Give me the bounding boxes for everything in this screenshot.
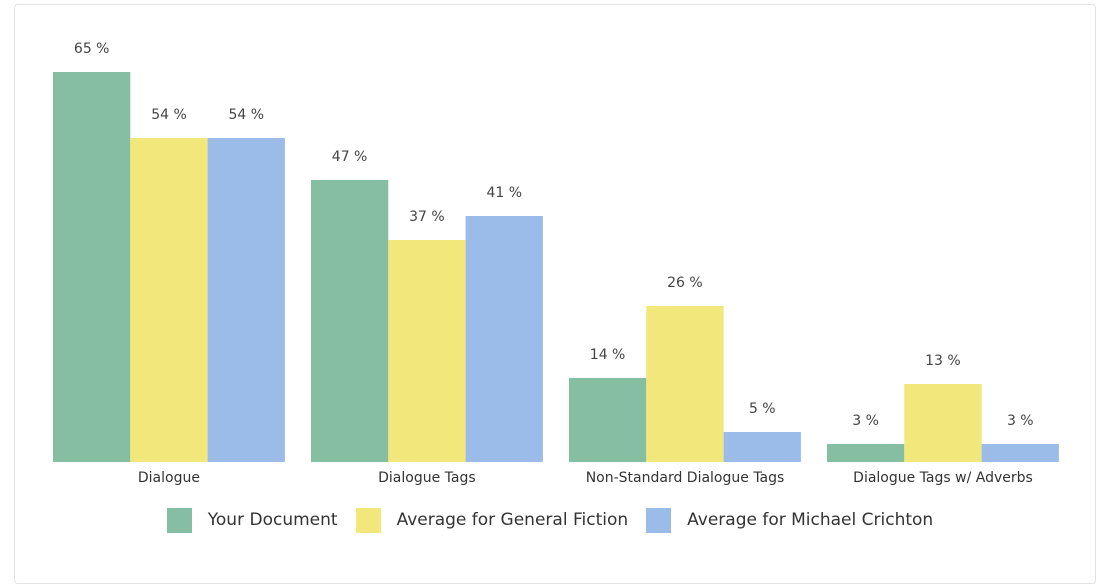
category-label-dialogue: Dialogue <box>138 470 200 486</box>
category-label-non-standard-dialogue-tags: Non-Standard Dialogue Tags <box>586 470 785 486</box>
value-label-dialogue-tags-w-adverbs-average-for-michael-crichton: 3 % <box>1007 413 1034 429</box>
value-label-dialogue-tags-average-for-general-fiction: 37 % <box>409 209 445 225</box>
legend: Your Document Average for General Fiction… <box>0 504 1100 536</box>
bars-layer <box>53 72 1059 462</box>
legend-label: Average for General Fiction <box>396 510 629 530</box>
value-label-non-standard-dialogue-tags-your-document: 14 % <box>590 347 626 363</box>
bar-dialogue-tags-your-document <box>311 180 389 462</box>
bar-dialogue-tags-average-for-general-fiction <box>388 240 466 462</box>
value-label-non-standard-dialogue-tags-average-for-michael-crichton: 5 % <box>749 401 776 417</box>
bar-dialogue-tags-average-for-michael-crichton <box>465 216 543 462</box>
bar-dialogue-tags-w-adverbs-average-for-michael-crichton <box>981 444 1059 462</box>
bar-dialogue-your-document <box>53 72 131 462</box>
value-label-dialogue-tags-average-for-michael-crichton: 41 % <box>487 185 523 201</box>
bar-dialogue-tags-w-adverbs-your-document <box>827 444 905 462</box>
legend-label: Average for Michael Crichton <box>687 510 934 530</box>
value-label-non-standard-dialogue-tags-average-for-general-fiction: 26 % <box>667 275 703 291</box>
bar-dialogue-average-for-michael-crichton <box>207 138 285 462</box>
category-label-dialogue-tags: Dialogue Tags <box>378 470 476 486</box>
bar-dialogue-tags-w-adverbs-average-for-general-fiction <box>904 384 982 462</box>
legend-label: Your Document <box>207 510 338 530</box>
bar-chart: 65 % 54 % 54 % 47 % 37 % 41 % 14 % 26 % 5 % 3 % 13… <box>53 41 1059 486</box>
value-label-dialogue-average-for-general-fiction: 54 % <box>151 107 187 123</box>
bar-non-standard-dialogue-tags-average-for-michael-crichton <box>723 432 801 462</box>
legend-swatch <box>646 507 672 533</box>
bar-dialogue-average-for-general-fiction <box>130 138 208 462</box>
value-label-dialogue-tags-w-adverbs-your-document: 3 % <box>852 413 879 429</box>
value-label-dialogue-your-document: 65 % <box>74 41 110 57</box>
bar-non-standard-dialogue-tags-average-for-general-fiction <box>646 306 724 462</box>
category-label-dialogue-tags-w-adverbs: Dialogue Tags w/ Adverbs <box>853 470 1033 486</box>
value-label-dialogue-tags-your-document: 47 % <box>332 149 368 165</box>
legend-item-average-for-general-fiction[interactable]: Average for General Fiction <box>355 507 629 533</box>
legend-swatch <box>355 507 381 533</box>
legend-swatch <box>166 507 192 533</box>
legend-item-your-document[interactable]: Your Document <box>166 507 338 533</box>
value-label-dialogue-tags-w-adverbs-average-for-general-fiction: 13 % <box>925 353 961 369</box>
bar-non-standard-dialogue-tags-your-document <box>569 378 647 462</box>
category-labels-layer: Dialogue Dialogue Tags Non-Standard Dialog… <box>138 470 1033 486</box>
legend-item-average-for-michael-crichton[interactable]: Average for Michael Crichton <box>646 507 934 533</box>
value-labels-layer: 65 % 54 % 54 % 47 % 37 % 41 % 14 % 26 % 5 % 3 % 13… <box>74 41 1034 429</box>
value-label-dialogue-average-for-michael-crichton: 54 % <box>229 107 265 123</box>
